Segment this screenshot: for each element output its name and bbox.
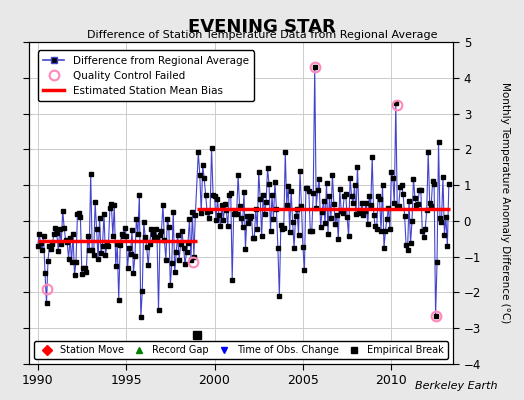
- Text: Berkeley Earth: Berkeley Earth: [416, 381, 498, 391]
- Legend: Station Move, Record Gap, Time of Obs. Change, Empirical Break: Station Move, Record Gap, Time of Obs. C…: [34, 341, 447, 359]
- Y-axis label: Monthly Temperature Anomaly Difference (°C): Monthly Temperature Anomaly Difference (…: [500, 82, 510, 324]
- Text: EVENING STAR: EVENING STAR: [188, 18, 336, 36]
- Text: Difference of Station Temperature Data from Regional Average: Difference of Station Temperature Data f…: [87, 30, 437, 40]
